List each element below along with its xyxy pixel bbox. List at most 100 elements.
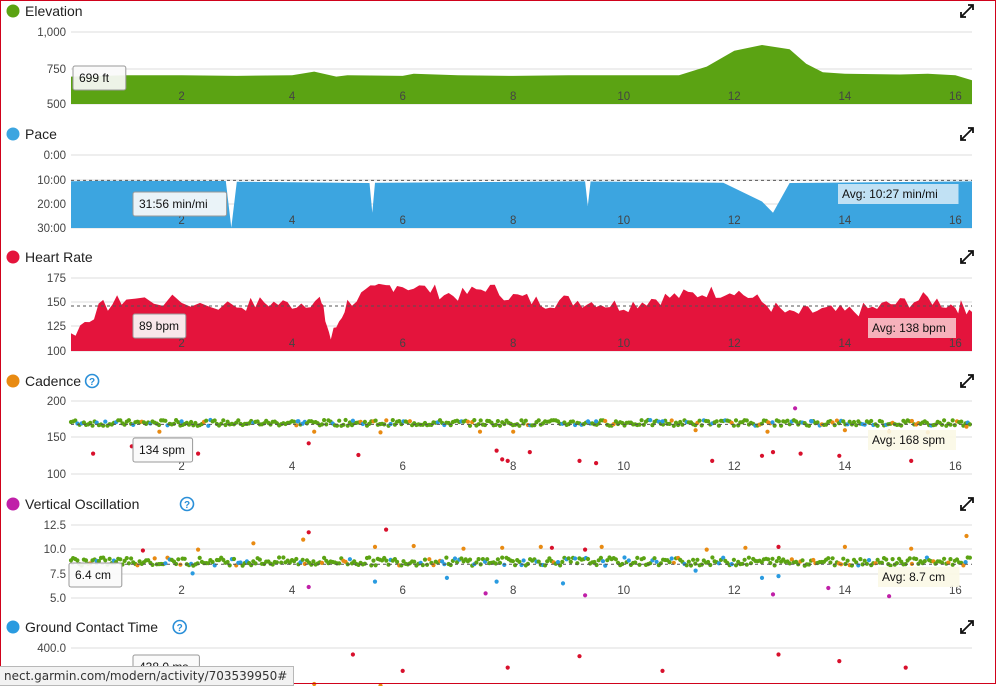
y-tick-label: 30:00 <box>37 223 66 235</box>
scatter-point-outlier <box>190 571 195 576</box>
y-tick-label: 7.5 <box>50 569 66 581</box>
x-tick-label: 8 <box>510 585 516 597</box>
scatter-point <box>478 418 483 423</box>
scatter-point-outlier <box>743 545 748 550</box>
chart-title: Pace <box>25 126 57 142</box>
scatter-point <box>319 422 325 427</box>
scatter-point <box>474 560 479 565</box>
scatter-point <box>302 561 307 567</box>
help-icon[interactable]: ? <box>179 496 195 512</box>
scatter-point <box>75 558 80 563</box>
scatter-point-outlier <box>301 537 306 542</box>
x-tick-label: 16 <box>949 338 962 350</box>
scatter-point <box>826 556 831 561</box>
scatter-point <box>710 555 715 560</box>
expand-icon[interactable] <box>960 497 974 511</box>
scatter-point <box>521 558 526 563</box>
scatter-point <box>238 560 243 565</box>
scatter-point <box>770 420 775 425</box>
scatter-point <box>742 557 747 562</box>
x-tick-label: 4 <box>289 91 296 103</box>
scatter-point-outlier <box>527 450 532 455</box>
scatter-point <box>680 422 685 427</box>
scatter-point <box>776 555 782 561</box>
expand-icon[interactable] <box>960 127 974 141</box>
scatter-point <box>129 556 134 561</box>
scatter-point-outlier <box>179 419 184 424</box>
x-tick-label: 12 <box>728 585 741 597</box>
scatter-point <box>182 556 187 561</box>
scatter-point <box>83 558 89 563</box>
scatter-point <box>922 559 927 564</box>
scatter-point <box>570 419 576 424</box>
help-icon[interactable]: ? <box>172 619 187 635</box>
help-icon[interactable]: ? <box>84 373 100 389</box>
scatter-point <box>733 418 739 423</box>
expand-icon[interactable] <box>960 374 974 388</box>
svg-text:134 spm: 134 spm <box>139 443 185 457</box>
scatter-point-outlier <box>909 546 914 551</box>
scatter-point <box>300 557 305 562</box>
scatter-point-outlier <box>140 548 145 553</box>
chart-title: Ground Contact Time <box>25 619 158 635</box>
scatter-point <box>322 418 327 423</box>
expand-icon[interactable] <box>960 4 974 18</box>
scatter-point-outlier <box>759 453 765 458</box>
expand-icon[interactable] <box>960 620 974 634</box>
heart-dot-icon <box>6 250 20 264</box>
scatter-point <box>669 556 674 561</box>
x-tick-label: 10 <box>617 461 630 473</box>
scatter-point-outlier <box>384 527 389 532</box>
scatter-point <box>495 557 500 562</box>
hover-tooltip: 6.4 cm <box>68 562 123 588</box>
scatter-point <box>324 422 329 427</box>
scatter-point-outlier <box>356 452 361 458</box>
x-tick-label: 8 <box>510 461 516 473</box>
scatter-point <box>545 559 550 564</box>
x-tick-label: 6 <box>399 338 405 350</box>
svg-text:?: ? <box>177 623 183 634</box>
y-tick-label: 500 <box>47 99 66 111</box>
scatter-point <box>122 422 127 427</box>
scatter-point <box>890 557 895 562</box>
scatter-point <box>613 557 619 562</box>
scatter-point <box>648 418 653 423</box>
x-tick-label: 10 <box>617 338 630 350</box>
scatter-point <box>948 422 953 427</box>
chart-panel-vertical: Vertical Oscillation ? 12.5 10.0 7.5 5.0 2 4 6 8 1… <box>6 496 974 605</box>
scatter-point <box>221 557 226 563</box>
scatter-point-outlier <box>549 545 555 550</box>
average-label: Avg: 138 bpm <box>868 318 956 338</box>
scatter-point <box>598 555 604 561</box>
scatter-point-outlier <box>770 450 776 455</box>
scatter-point <box>706 559 711 565</box>
x-tick-label: 14 <box>838 338 851 350</box>
scatter-point-outlier <box>511 429 516 434</box>
scatter-point <box>566 556 571 561</box>
scatter-point <box>493 422 498 427</box>
x-tick-label: 4 <box>289 215 296 227</box>
scatter-point <box>420 563 425 568</box>
scatter-point-outlier <box>196 451 201 456</box>
scatter-point <box>967 422 973 427</box>
y-tick-label: 20:00 <box>37 199 66 211</box>
scatter-point-outlier <box>196 547 201 552</box>
scatter-point <box>667 421 672 426</box>
scatter-point-outlier <box>483 591 488 596</box>
hover-tooltip: 699 ft <box>72 65 127 91</box>
scatter-point <box>948 557 953 562</box>
scatter-point <box>686 559 691 564</box>
x-tick-label: 10 <box>617 91 630 103</box>
scatter-point <box>212 418 217 423</box>
x-tick-label: 2 <box>178 585 184 597</box>
y-tick-label: 150 <box>47 432 66 444</box>
scatter-point <box>176 557 181 562</box>
scatter-point <box>322 555 327 561</box>
scatter-point <box>721 555 726 560</box>
expand-icon[interactable] <box>960 250 974 264</box>
scatter-point <box>156 422 162 428</box>
scatter-point-outlier <box>964 424 969 429</box>
x-tick-label: 16 <box>949 91 962 103</box>
scatter-point <box>107 556 112 562</box>
scatter-point <box>236 418 241 423</box>
